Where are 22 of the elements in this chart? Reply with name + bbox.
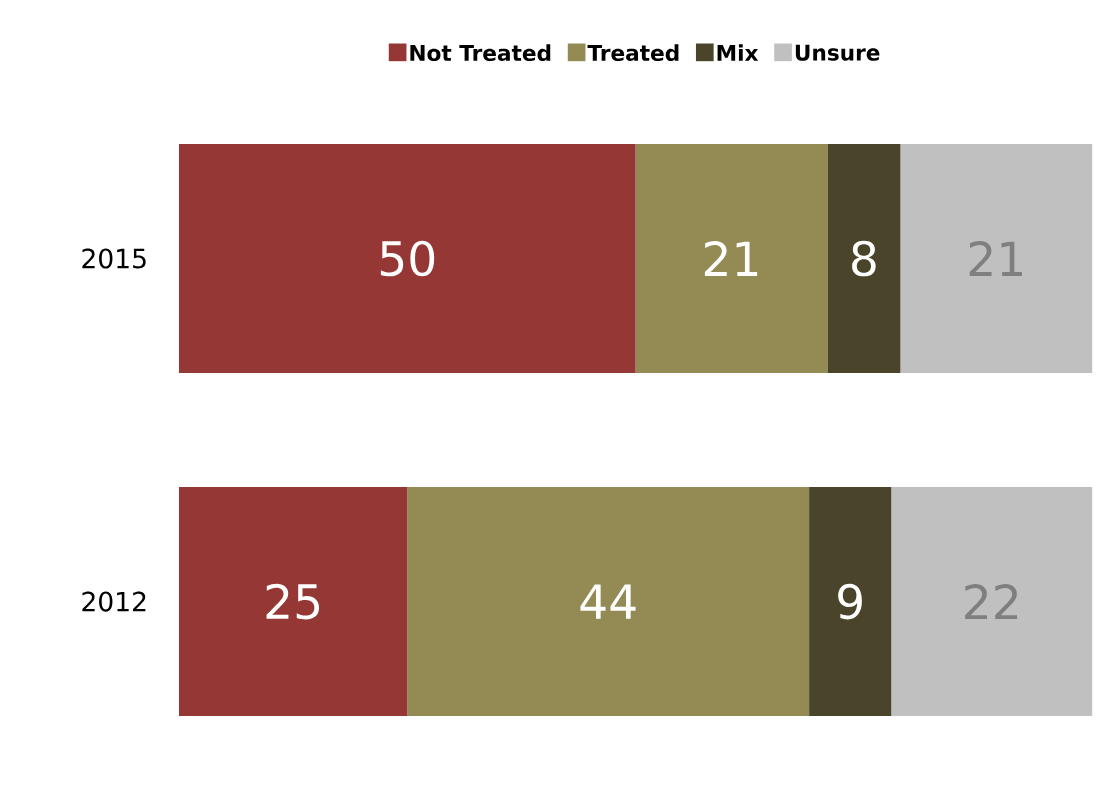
data-label: 9 [838, 583, 862, 620]
bar [407, 486, 810, 716]
y-tick-label: 2015 [82, 248, 146, 269]
bar [900, 143, 1093, 373]
data-label: 22 [965, 583, 1018, 619]
data-label: 21 [969, 240, 1022, 276]
data-label: 21 [704, 240, 758, 276]
bar [809, 486, 892, 716]
data-label: 25 [266, 583, 320, 620]
bar [178, 143, 636, 373]
y-tick-label: 2012 [82, 591, 146, 612]
data-label: 50 [380, 240, 435, 277]
bar [827, 143, 901, 373]
legend-label: Not Treated [410, 44, 551, 61]
data-label: 8 [852, 240, 876, 277]
bar [891, 486, 1093, 716]
legend-label: Treated [587, 44, 679, 61]
bar [178, 486, 408, 716]
legend-label: Mix [717, 44, 759, 61]
legend-label: Unsure [795, 44, 880, 61]
bar [635, 143, 828, 373]
data-label: 44 [580, 584, 636, 619]
